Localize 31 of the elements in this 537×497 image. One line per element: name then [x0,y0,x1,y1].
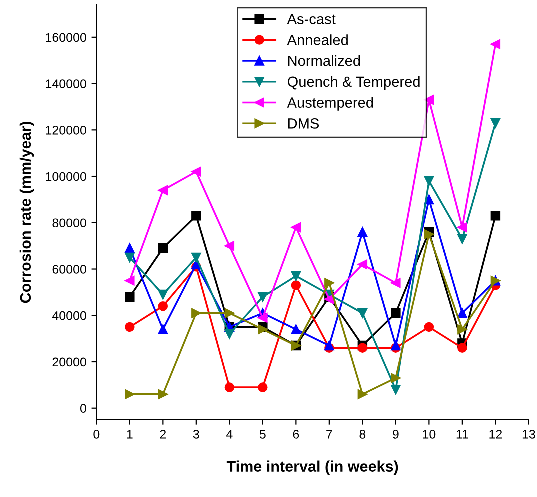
x-tick-label: 11 [456,430,468,439]
y-tick-label: 160000 [46,33,86,42]
x-tick-label: 9 [393,430,399,439]
y-tick-label: 20000 [52,358,86,367]
legend-label: As-cast [287,14,336,24]
y-tick-label: 60000 [52,265,86,274]
y-tick-label: 120000 [46,126,86,135]
x-tick-label: 4 [226,430,233,439]
x-tick-label: 2 [160,430,166,439]
legend-label: Quench & Tempered [288,76,420,90]
x-tick-label: 0 [94,430,100,439]
legend-label: Normalized [288,55,360,66]
x-tick-label: 7 [326,430,332,439]
x-tick-label: 5 [260,430,266,439]
x-tick-label: 8 [360,430,366,439]
y-tick-label: 0 [80,404,86,414]
legend-label: Austempered [287,97,374,111]
x-axis-title: Time interval (in weeks) [226,460,398,476]
y-axis-title: Corrosion rate (mm/year) [20,122,34,304]
x-tick-label: 13 [522,430,536,439]
x-tick-label: 3 [193,430,200,439]
legend-label: Annealed [287,34,348,46]
x-tick-label: 12 [490,430,502,439]
legend-label: DMS [288,118,320,129]
y-tick-label: 140000 [46,80,86,88]
y-tick-label: 40000 [52,311,86,320]
x-tick-label: 1 [127,430,133,439]
y-tick-label: 80000 [52,218,86,228]
x-tick-label: 10 [423,430,436,439]
x-tick-label: 6 [293,430,300,439]
y-tick-label: 100000 [46,172,86,182]
